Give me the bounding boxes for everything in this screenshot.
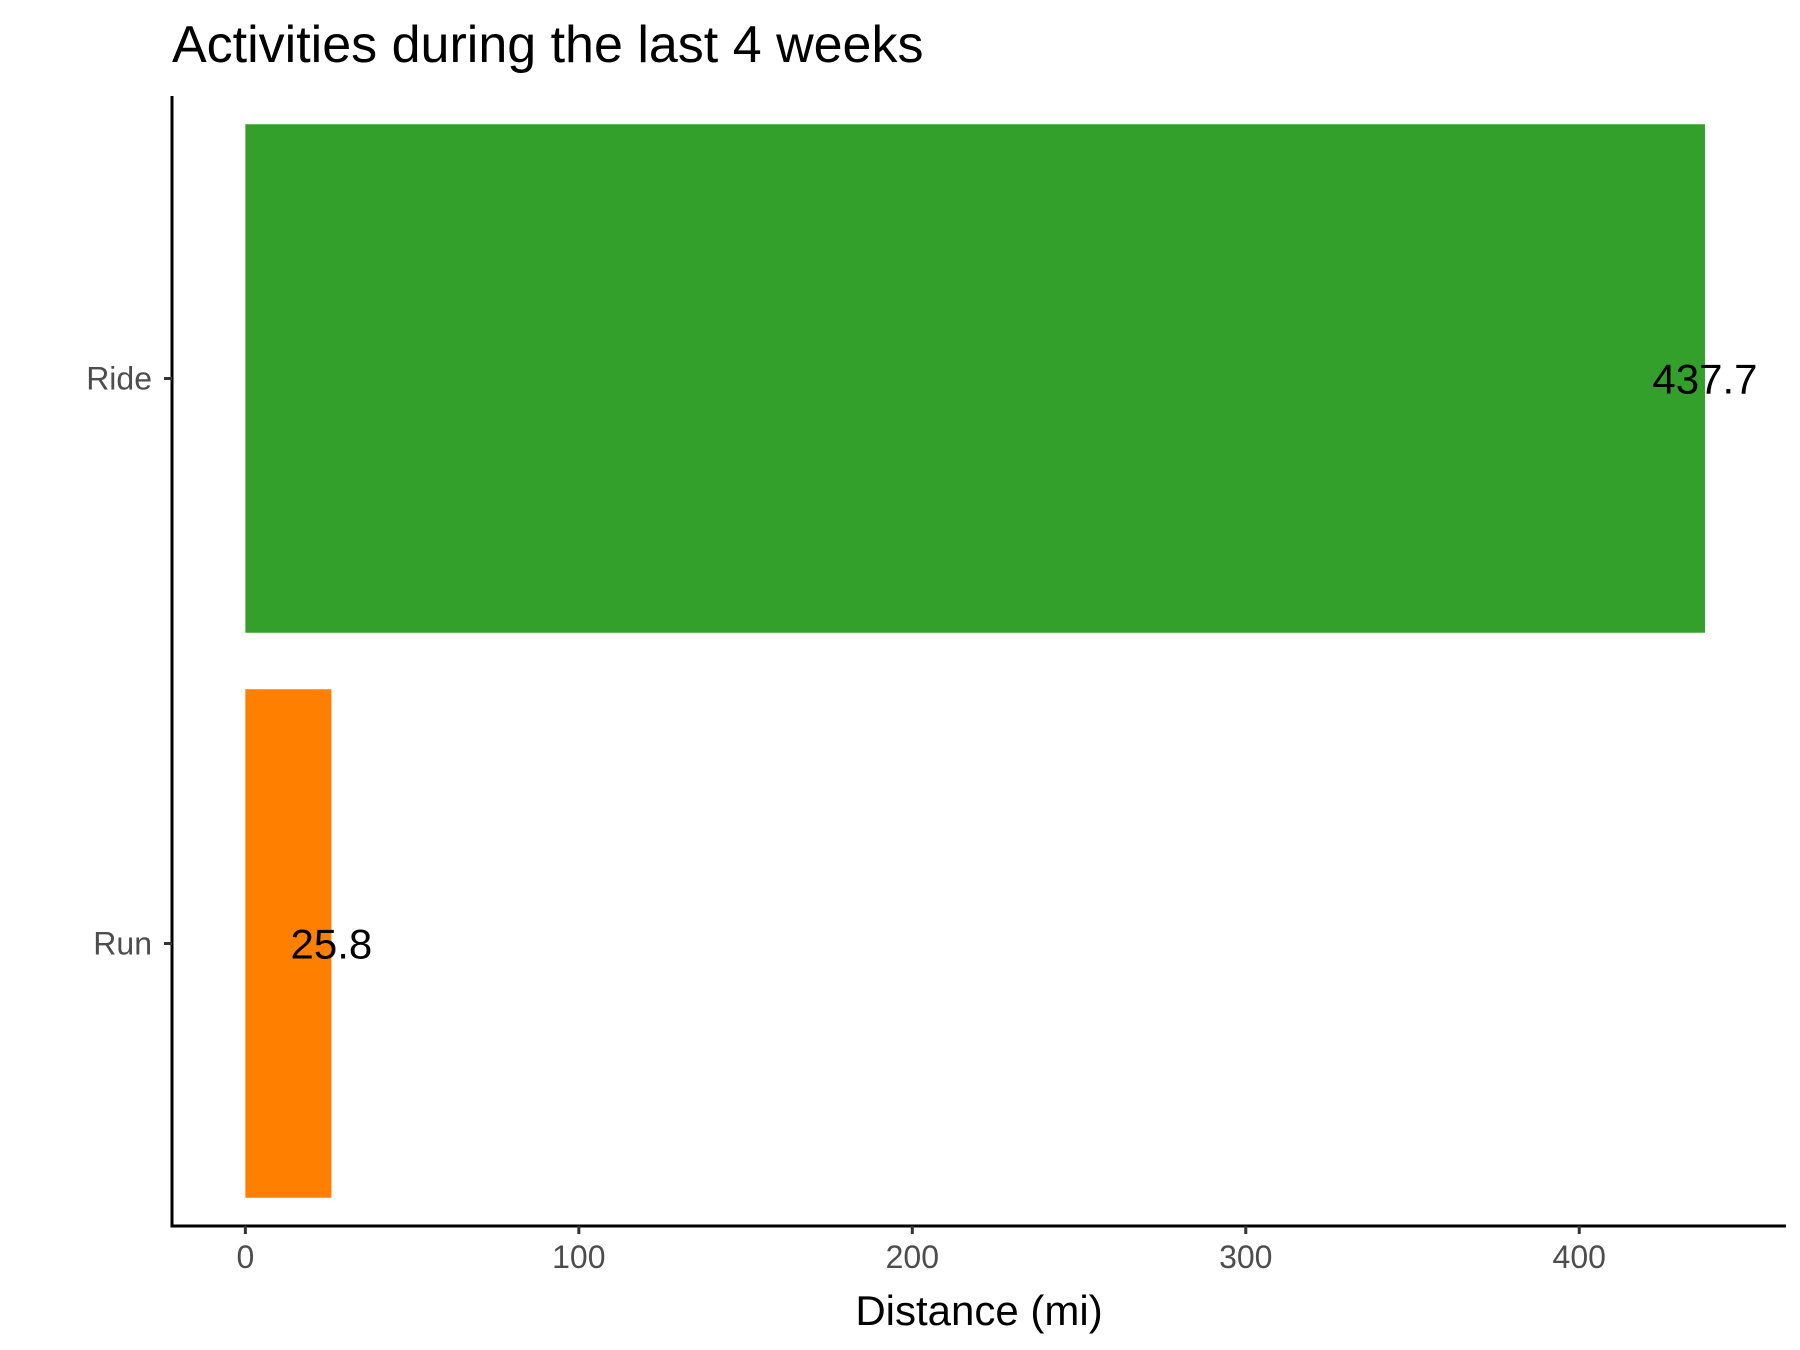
x-tick-label-400: 400 [1553, 1239, 1606, 1275]
bars-group [245, 124, 1705, 1198]
data-label-ride: 437.7 [1652, 356, 1757, 403]
x-tick-label-300: 300 [1219, 1239, 1272, 1275]
y-axis-ticks: Ride Run [86, 361, 172, 962]
x-tick-label-0: 0 [236, 1239, 254, 1275]
data-label-run: 25.8 [291, 921, 373, 968]
chart-title: Activities during the last 4 weeks [172, 16, 923, 74]
data-labels-group: 437.7 25.8 [291, 356, 1758, 968]
x-axis-ticks: 0 100 200 300 400 [236, 1226, 1606, 1275]
x-tick-label-200: 200 [886, 1239, 939, 1275]
x-axis-title: Distance (mi) [855, 1287, 1102, 1334]
y-tick-label-ride: Ride [86, 361, 152, 397]
y-tick-label-run: Run [93, 926, 152, 962]
bar-ride [245, 124, 1705, 633]
bar-run [245, 689, 332, 1198]
x-tick-label-100: 100 [552, 1239, 605, 1275]
